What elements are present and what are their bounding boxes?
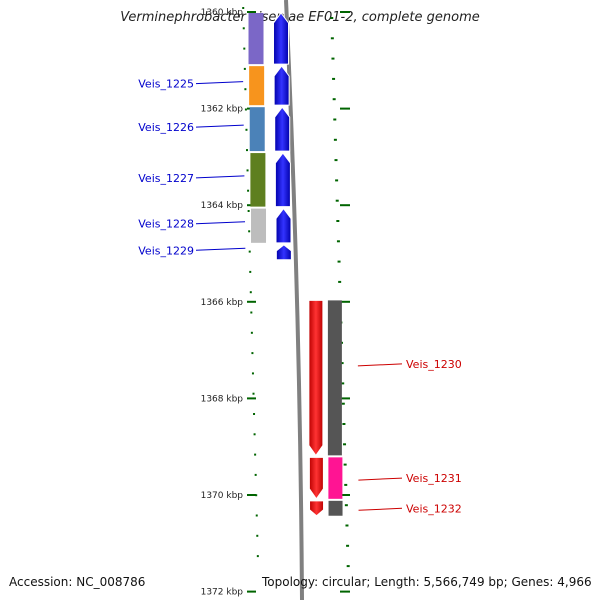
- label-leader-line: [357, 363, 403, 367]
- map-title: Verminephrobacter eiseniae EF01-2, compl…: [120, 10, 480, 25]
- label-leader-line: [195, 124, 244, 128]
- label-leader-line: [358, 507, 403, 511]
- cds-arrow-reverse: [308, 456, 324, 500]
- gene-block: [250, 153, 266, 207]
- backbone-layer: [284, 0, 304, 600]
- gene-block: [251, 208, 267, 243]
- label-leader-line: [195, 247, 246, 251]
- tick-label: 1372 kbp: [201, 588, 244, 598]
- gene-block: [249, 107, 265, 152]
- gene-label: Veis_1227: [138, 172, 194, 185]
- cds-arrow-forward: [273, 65, 290, 106]
- gene-block: [249, 66, 265, 106]
- cds-arrow-forward: [274, 106, 291, 152]
- cds-arrow-reverse: [308, 299, 324, 457]
- label-leader-line: [358, 477, 403, 481]
- cds-arrow-forward: [273, 12, 290, 65]
- gene-label: Veis_1225: [138, 78, 194, 91]
- cds-arrow-forward: [275, 207, 292, 244]
- cds-arrow-forward: [275, 244, 292, 261]
- tick-label: 1364 kbp: [201, 201, 244, 211]
- cds-arrow-forward: [274, 152, 291, 208]
- tick-label: 1370 kbp: [201, 491, 244, 501]
- gene-label: Veis_1232: [406, 502, 462, 515]
- tick-label: 1360 kbp: [201, 8, 244, 18]
- tick-label: 1366 kbp: [201, 298, 244, 308]
- gene-block: [327, 300, 342, 456]
- label-leader-line: [195, 175, 245, 179]
- gene-label: Veis_1231: [406, 472, 462, 485]
- genome-stats-text: Topology: circular; Length: 5,566,749 bp…: [262, 575, 592, 589]
- tick-label: 1362 kbp: [201, 105, 244, 115]
- accession-text: Accession: NC_008786: [9, 575, 146, 589]
- cds-arrow-reverse: [309, 500, 325, 517]
- tick-layer: 1360 kbp 1362 kbp 1364 kbp 1366 kbp 1368 kbp…: [201, 7, 350, 598]
- backbone-arc: [284, 0, 304, 600]
- label-leader-line: [195, 81, 244, 85]
- gene-block: [328, 457, 343, 499]
- gene-layer: [248, 12, 343, 517]
- gene-block: [328, 500, 343, 516]
- gene-label: Veis_1228: [138, 218, 194, 231]
- gene-label: Veis_1229: [138, 244, 194, 257]
- label-leader-line: [195, 221, 246, 225]
- gene-block: [248, 13, 264, 65]
- tick-label: 1368 kbp: [201, 394, 244, 404]
- label-layer: Veis_1225 Veis_1226 Veis_1227 Veis_1228 Veis…: [138, 78, 461, 516]
- gene-label: Veis_1226: [138, 121, 194, 134]
- gene-label: Veis_1230: [406, 358, 462, 371]
